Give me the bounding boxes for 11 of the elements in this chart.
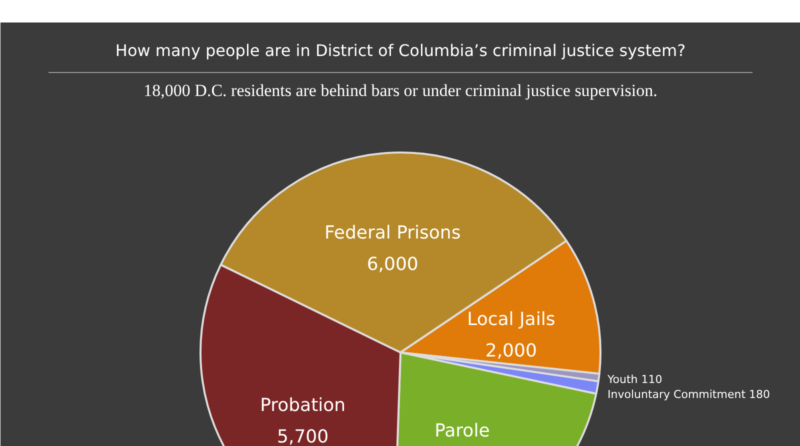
slice-label: Probation [260, 395, 346, 416]
chart-title: How many people are in District of Columbia’s criminal justice system? [115, 41, 686, 60]
data-label: 6,000 [366, 254, 418, 276]
slice-label: Youth 110 [606, 373, 662, 386]
slice-label: Local Jails [467, 308, 556, 330]
chart-subtitle: 18,000 D.C. residents are behind bars or under criminal justice supervision. [144, 81, 658, 100]
slice-label: Parole [434, 420, 490, 442]
data-label: 5,700 [277, 426, 329, 446]
slice-label: Federal Prisons [324, 222, 461, 244]
data-label: 2,000 [485, 340, 537, 362]
slice-label: Involuntary Commitment 180 [608, 388, 770, 401]
